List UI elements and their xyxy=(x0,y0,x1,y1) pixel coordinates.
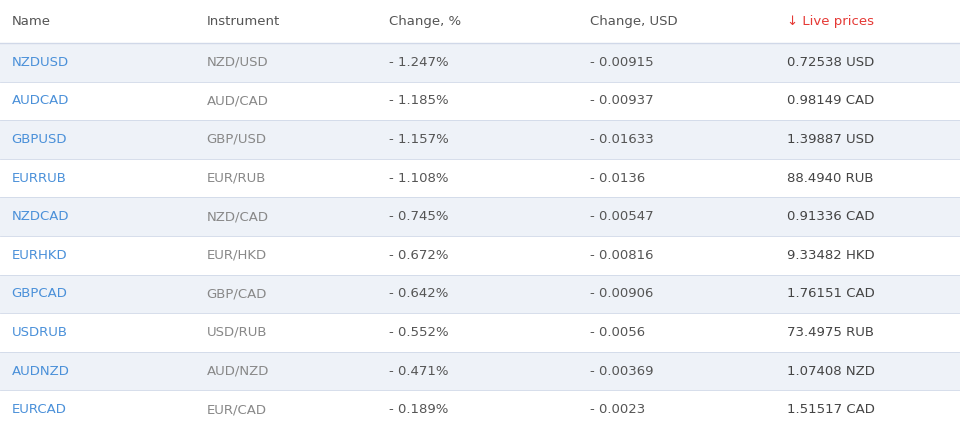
Text: 73.4975 RUB: 73.4975 RUB xyxy=(787,326,875,339)
Bar xyxy=(0,313,960,352)
Text: EUR/RUB: EUR/RUB xyxy=(206,172,266,184)
Text: - 0.00906: - 0.00906 xyxy=(590,287,654,300)
Text: - 0.00547: - 0.00547 xyxy=(590,210,654,223)
Bar xyxy=(0,352,960,390)
Text: NZDUSD: NZDUSD xyxy=(12,56,69,69)
Text: Instrument: Instrument xyxy=(206,15,279,28)
Text: 1.76151 CAD: 1.76151 CAD xyxy=(787,287,875,300)
Bar xyxy=(0,82,960,120)
Text: GBP/CAD: GBP/CAD xyxy=(206,287,267,300)
Text: GBPUSD: GBPUSD xyxy=(12,133,67,146)
Text: - 0.00816: - 0.00816 xyxy=(590,249,654,262)
Text: - 0.0056: - 0.0056 xyxy=(590,326,645,339)
Text: Change, USD: Change, USD xyxy=(590,15,678,28)
Text: 0.91336 CAD: 0.91336 CAD xyxy=(787,210,875,223)
Text: USD/RUB: USD/RUB xyxy=(206,326,267,339)
Text: - 0.745%: - 0.745% xyxy=(389,210,448,223)
Text: - 0.0023: - 0.0023 xyxy=(590,403,646,416)
Bar xyxy=(0,236,960,275)
Text: NZD/CAD: NZD/CAD xyxy=(206,210,269,223)
Text: EUR/HKD: EUR/HKD xyxy=(206,249,267,262)
Text: USDRUB: USDRUB xyxy=(12,326,67,339)
Text: - 1.247%: - 1.247% xyxy=(389,56,448,69)
Bar xyxy=(0,390,960,429)
Text: 88.4940 RUB: 88.4940 RUB xyxy=(787,172,874,184)
Bar xyxy=(0,197,960,236)
Text: EUR/CAD: EUR/CAD xyxy=(206,403,266,416)
Text: - 0.471%: - 0.471% xyxy=(389,365,448,378)
Text: - 0.00915: - 0.00915 xyxy=(590,56,654,69)
Text: EURCAD: EURCAD xyxy=(12,403,66,416)
Text: AUDCAD: AUDCAD xyxy=(12,94,69,107)
Text: AUDNZD: AUDNZD xyxy=(12,365,69,378)
Text: GBPCAD: GBPCAD xyxy=(12,287,67,300)
Bar xyxy=(0,43,960,82)
Text: AUD/NZD: AUD/NZD xyxy=(206,365,269,378)
Text: - 1.157%: - 1.157% xyxy=(389,133,448,146)
Text: ↓ Live prices: ↓ Live prices xyxy=(787,15,875,28)
Text: - 0.0136: - 0.0136 xyxy=(590,172,646,184)
Text: AUD/CAD: AUD/CAD xyxy=(206,94,268,107)
Bar xyxy=(0,120,960,159)
Text: - 0.189%: - 0.189% xyxy=(389,403,448,416)
Bar xyxy=(0,0,960,43)
Text: 0.98149 CAD: 0.98149 CAD xyxy=(787,94,875,107)
Text: - 0.01633: - 0.01633 xyxy=(590,133,654,146)
Text: GBP/USD: GBP/USD xyxy=(206,133,266,146)
Text: - 0.00369: - 0.00369 xyxy=(590,365,654,378)
Text: Name: Name xyxy=(12,15,51,28)
Text: 1.39887 USD: 1.39887 USD xyxy=(787,133,875,146)
Text: EURRUB: EURRUB xyxy=(12,172,66,184)
Text: - 0.672%: - 0.672% xyxy=(389,249,448,262)
Text: - 1.108%: - 1.108% xyxy=(389,172,448,184)
Text: Change, %: Change, % xyxy=(389,15,461,28)
Text: NZDCAD: NZDCAD xyxy=(12,210,69,223)
Bar xyxy=(0,275,960,313)
Text: - 0.642%: - 0.642% xyxy=(389,287,448,300)
Text: 1.51517 CAD: 1.51517 CAD xyxy=(787,403,876,416)
Text: - 0.00937: - 0.00937 xyxy=(590,94,654,107)
Text: NZD/USD: NZD/USD xyxy=(206,56,268,69)
Bar xyxy=(0,159,960,197)
Text: - 1.185%: - 1.185% xyxy=(389,94,448,107)
Text: 9.33482 HKD: 9.33482 HKD xyxy=(787,249,875,262)
Text: EURHKD: EURHKD xyxy=(12,249,67,262)
Text: - 0.552%: - 0.552% xyxy=(389,326,448,339)
Text: 1.07408 NZD: 1.07408 NZD xyxy=(787,365,876,378)
Text: 0.72538 USD: 0.72538 USD xyxy=(787,56,875,69)
